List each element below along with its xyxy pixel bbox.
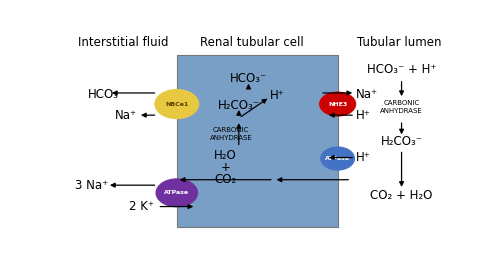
Text: CARBONIC: CARBONIC: [213, 127, 249, 133]
Text: NHE3: NHE3: [328, 102, 347, 107]
Text: +: +: [220, 161, 230, 173]
Text: H₂O: H₂O: [214, 149, 236, 162]
Ellipse shape: [319, 91, 356, 117]
Text: Renal tubular cell: Renal tubular cell: [200, 36, 304, 49]
Ellipse shape: [154, 89, 200, 119]
Text: H⁺: H⁺: [356, 151, 371, 164]
Text: H⁺: H⁺: [356, 109, 371, 122]
Bar: [177, 55, 338, 227]
Text: NBCe1: NBCe1: [165, 102, 188, 107]
Text: Na⁺: Na⁺: [356, 89, 378, 101]
Text: H₂CO₃⁻: H₂CO₃⁻: [380, 135, 422, 148]
Text: HCO₃⁻ + H⁺: HCO₃⁻ + H⁺: [367, 63, 436, 76]
Text: ATPase: ATPase: [325, 156, 350, 161]
Text: ATPase: ATPase: [164, 190, 190, 195]
Text: Interstitial fluid: Interstitial fluid: [78, 36, 168, 49]
Text: CO₂: CO₂: [214, 173, 236, 186]
Ellipse shape: [156, 178, 198, 207]
Text: ANHYDRASE: ANHYDRASE: [210, 135, 252, 141]
Text: HCO₃⁻: HCO₃⁻: [230, 72, 267, 85]
Text: Tubular lumen: Tubular lumen: [358, 36, 442, 49]
Text: 3 Na⁺: 3 Na⁺: [75, 179, 108, 192]
Text: 2 K⁺: 2 K⁺: [130, 200, 154, 213]
Text: Na⁺: Na⁺: [116, 109, 138, 122]
Text: HCO₃: HCO₃: [88, 89, 118, 101]
Text: CARBONIC: CARBONIC: [384, 100, 420, 106]
Text: H⁺: H⁺: [270, 89, 285, 102]
Text: H₂CO₃⁻: H₂CO₃⁻: [218, 99, 260, 112]
Text: CO₂ + H₂O: CO₂ + H₂O: [370, 189, 433, 202]
Text: ANHYDRASE: ANHYDRASE: [380, 108, 423, 114]
Ellipse shape: [320, 146, 355, 171]
